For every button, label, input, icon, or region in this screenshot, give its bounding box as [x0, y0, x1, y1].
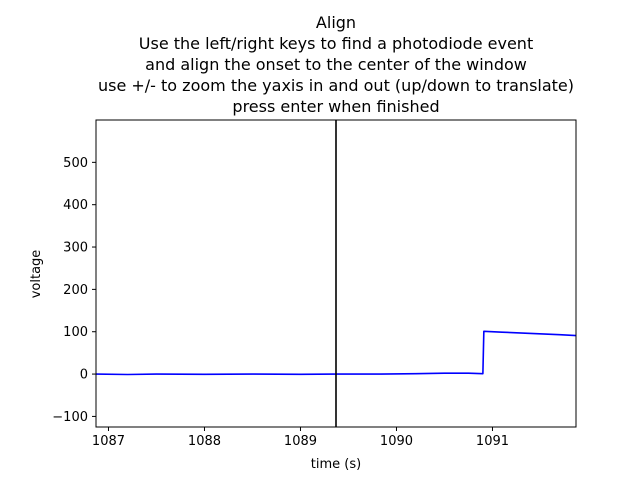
voltage-trace — [96, 330, 576, 376]
title-line: Use the left/right keys to find a photod… — [139, 34, 533, 53]
y-tick-label: 200 — [63, 283, 88, 298]
x-tick-label: 1087 — [92, 434, 125, 449]
y-axis-label: voltage — [29, 250, 44, 299]
x-axis-label: time (s) — [311, 457, 361, 472]
y-tick-label: 100 — [63, 325, 88, 340]
y-tick-label: 500 — [63, 156, 88, 171]
series-layer — [96, 330, 576, 376]
x-axis: 1087 1088 1089 1090 1091 — [92, 427, 509, 449]
y-tick-label: 0 — [80, 368, 88, 383]
chart-title: Align Use the left/right keys to find a … — [98, 13, 574, 116]
plot-area[interactable] — [95, 119, 577, 428]
x-tick-label: 1088 — [188, 434, 221, 449]
y-tick-label: 400 — [63, 198, 88, 213]
title-line: and align the onset to the center of the… — [145, 55, 527, 74]
title-line: Align — [316, 13, 356, 32]
y-tick-label: −100 — [52, 410, 88, 425]
plot-frame — [95, 119, 577, 428]
x-tick-label: 1091 — [476, 434, 509, 449]
y-tick-label: 300 — [63, 241, 88, 256]
x-tick-label: 1090 — [380, 434, 413, 449]
y-axis: −100 0 100 200 300 400 500 — [52, 156, 96, 425]
x-tick-label: 1089 — [284, 434, 317, 449]
title-line: press enter when finished — [232, 97, 439, 116]
title-line: use +/- to zoom the yaxis in and out (up… — [98, 76, 574, 95]
